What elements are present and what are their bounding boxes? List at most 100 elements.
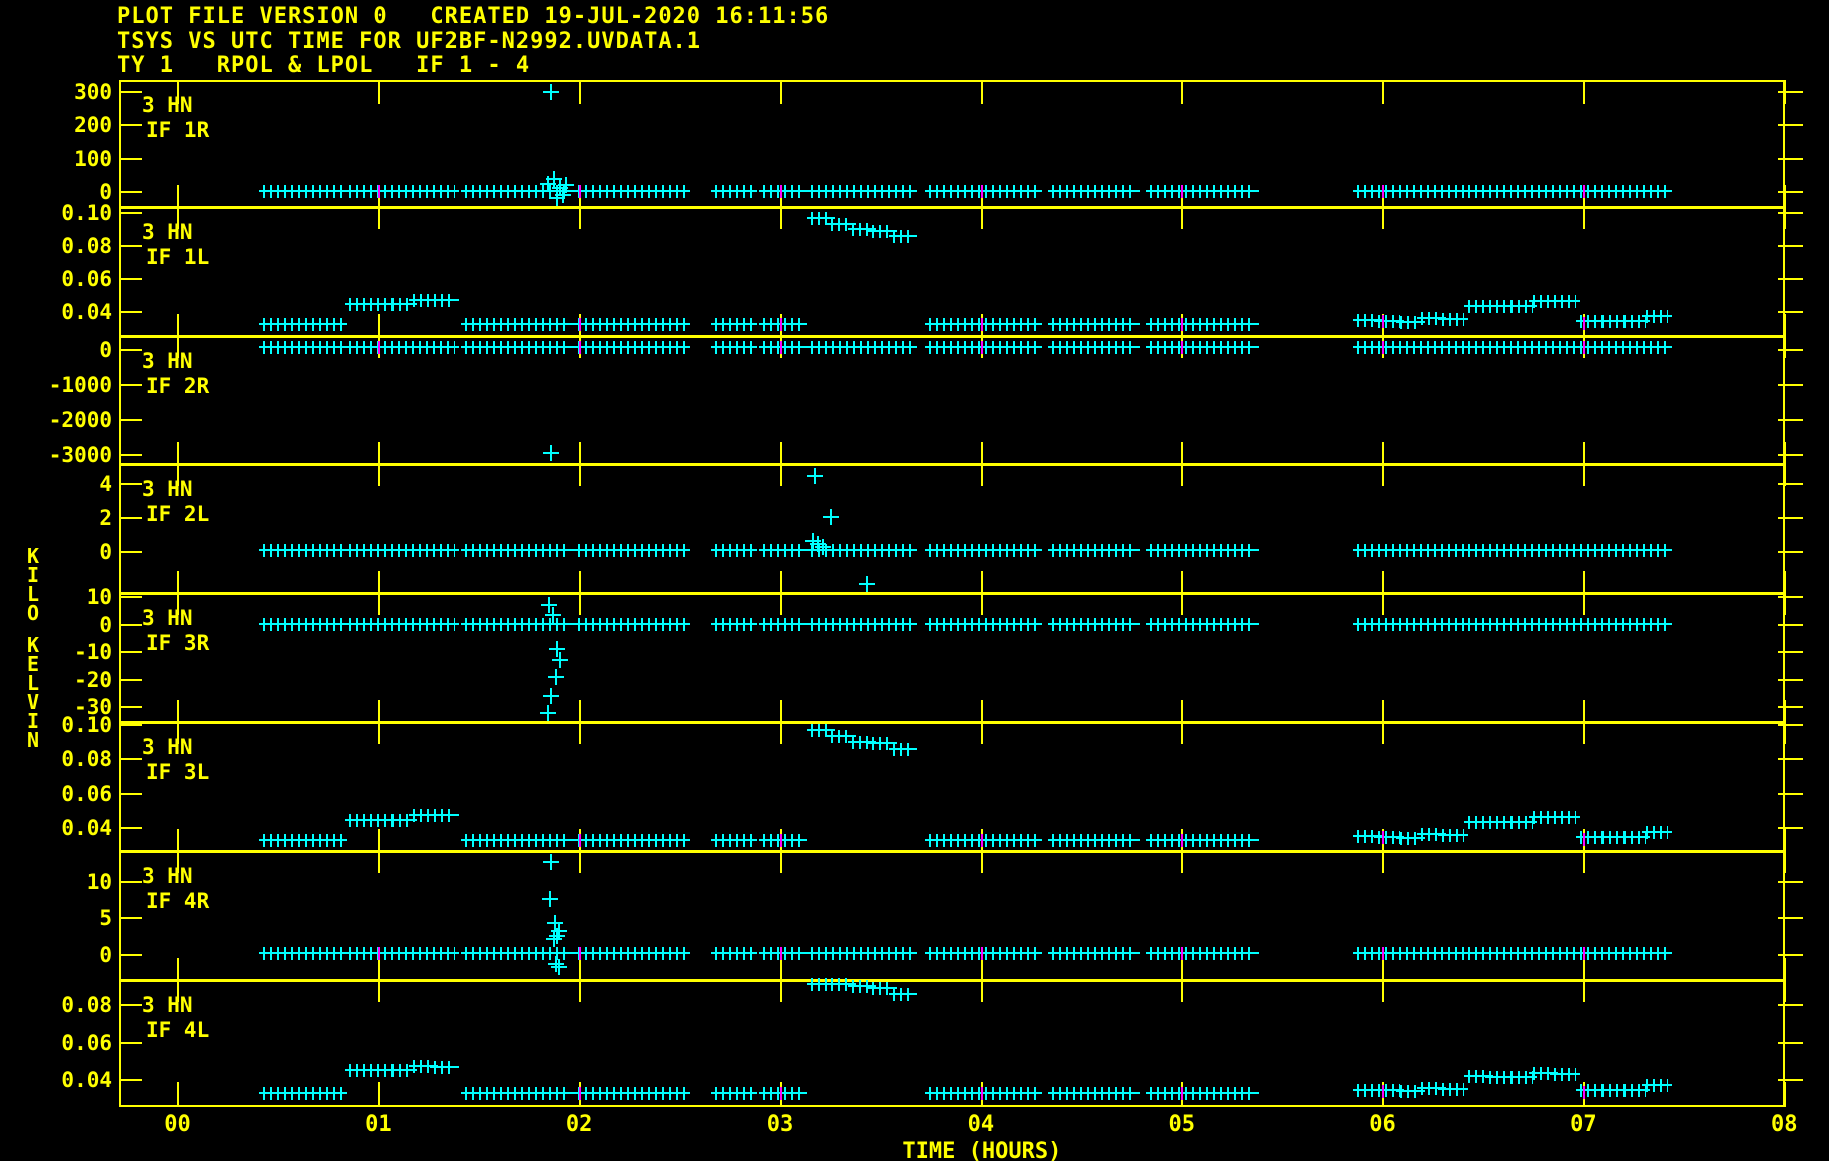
y-tick-label: 0.06 bbox=[61, 267, 112, 291]
hour-tick bbox=[177, 1082, 180, 1107]
data-band bbox=[806, 185, 918, 199]
data-band bbox=[1528, 810, 1559, 824]
data-band-centerline bbox=[1353, 951, 1468, 954]
data-band-centerline bbox=[461, 346, 574, 349]
hour-tick bbox=[980, 571, 983, 615]
data-band-centerline bbox=[925, 346, 1042, 349]
hour-tick bbox=[177, 700, 180, 744]
hour-tick bbox=[378, 314, 381, 358]
panel-boundary-line bbox=[119, 206, 1785, 209]
hour-tick bbox=[779, 958, 782, 1002]
tick-band-overlap-mark bbox=[779, 833, 782, 847]
data-band bbox=[1620, 314, 1651, 328]
hour-tick bbox=[378, 185, 381, 229]
tick-band-overlap-mark bbox=[578, 317, 581, 331]
tick-band-overlap-mark bbox=[1583, 832, 1586, 846]
data-band-centerline bbox=[1353, 1088, 1383, 1091]
data-band-centerline bbox=[925, 1092, 1042, 1095]
y-tick-label: 0.10 bbox=[61, 200, 112, 225]
data-band bbox=[1463, 618, 1581, 632]
plus-v-bar bbox=[829, 509, 832, 526]
hour-tick bbox=[779, 571, 782, 615]
tick-band-overlap-mark bbox=[980, 833, 983, 847]
data-band-centerline bbox=[847, 985, 877, 988]
plus-v-bar bbox=[549, 853, 552, 870]
y-tick-mark-right bbox=[1778, 454, 1803, 456]
y-tick-label: 0.04 bbox=[61, 300, 112, 325]
data-band-centerline bbox=[1485, 305, 1516, 308]
hour-tick bbox=[1583, 185, 1586, 229]
data-band-centerline bbox=[258, 346, 347, 349]
data-band-centerline bbox=[1485, 820, 1516, 823]
data-band-centerline bbox=[1395, 320, 1426, 323]
data-band bbox=[258, 1087, 347, 1101]
data-band-centerline bbox=[408, 298, 439, 301]
data-band-centerline bbox=[888, 235, 918, 238]
data-band-centerline bbox=[258, 1092, 347, 1095]
hour-tick bbox=[779, 80, 782, 104]
hour-tick bbox=[578, 958, 581, 1002]
y-tick-mark bbox=[119, 419, 142, 421]
data-band bbox=[710, 317, 757, 331]
y-tick-label: -1000 bbox=[48, 373, 112, 397]
data-band-centerline bbox=[461, 1092, 574, 1095]
y-tick-mark bbox=[119, 517, 142, 520]
data-band-centerline bbox=[868, 742, 897, 745]
data-band bbox=[344, 1063, 375, 1077]
y-tick-label: -2000 bbox=[48, 408, 112, 432]
data-band-centerline bbox=[1417, 833, 1447, 836]
data-band bbox=[806, 978, 836, 991]
y-tick-mark bbox=[119, 826, 142, 829]
hour-tick bbox=[1583, 80, 1586, 104]
panel-if-label: IF 1R bbox=[146, 118, 210, 142]
plus-v-bar bbox=[813, 467, 816, 484]
data-band bbox=[1047, 833, 1141, 847]
data-band bbox=[1417, 312, 1447, 326]
tick-band-overlap-mark bbox=[1181, 185, 1184, 199]
tick-band-overlap-mark bbox=[1181, 946, 1184, 960]
data-band-centerline bbox=[258, 549, 347, 552]
data-band-centerline bbox=[827, 222, 856, 225]
data-band-centerline bbox=[1374, 319, 1404, 322]
outlier-point bbox=[551, 652, 568, 669]
data-band-centerline bbox=[1550, 300, 1581, 303]
data-band-centerline bbox=[258, 623, 347, 626]
data-band-centerline bbox=[806, 216, 836, 219]
data-band bbox=[758, 1087, 807, 1101]
data-band-centerline bbox=[1598, 835, 1629, 838]
data-band bbox=[806, 211, 836, 225]
tick-band-overlap-mark bbox=[779, 1087, 782, 1101]
panel-station-label: 3 HN bbox=[142, 477, 193, 501]
hour-tick bbox=[378, 958, 381, 1002]
data-band bbox=[1485, 815, 1516, 829]
data-band bbox=[258, 544, 347, 558]
y-tick-mark bbox=[119, 1004, 142, 1007]
data-band bbox=[1438, 312, 1468, 326]
data-band bbox=[1047, 1087, 1141, 1101]
data-band-centerline bbox=[1047, 838, 1141, 841]
outlier-point bbox=[548, 641, 565, 658]
data-band bbox=[1463, 300, 1494, 314]
y-tick-mark-right bbox=[1778, 953, 1803, 956]
data-band-centerline bbox=[758, 1092, 807, 1095]
y-tick-mark bbox=[119, 758, 142, 761]
y-tick-mark-right bbox=[1778, 723, 1803, 726]
hour-tick bbox=[378, 700, 381, 744]
y-tick-label: 0.08 bbox=[61, 747, 112, 772]
data-band-centerline bbox=[387, 1069, 417, 1072]
data-band bbox=[1463, 816, 1494, 830]
tick-band-overlap-mark bbox=[1382, 1084, 1385, 1098]
data-band bbox=[366, 813, 396, 827]
data-band bbox=[387, 1064, 417, 1078]
data-band-centerline bbox=[1353, 190, 1468, 193]
y-tick-mark-right bbox=[1778, 678, 1803, 681]
tick-band-overlap-mark bbox=[578, 1087, 581, 1101]
y-tick-mark bbox=[119, 551, 142, 554]
hour-tick bbox=[1583, 571, 1586, 615]
outlier-point bbox=[548, 927, 565, 944]
y-tick-mark-right bbox=[1778, 157, 1803, 160]
data-band bbox=[1438, 1082, 1468, 1096]
data-band bbox=[1047, 317, 1141, 331]
y-tick-mark-right bbox=[1778, 349, 1803, 351]
data-band-centerline bbox=[573, 951, 691, 954]
